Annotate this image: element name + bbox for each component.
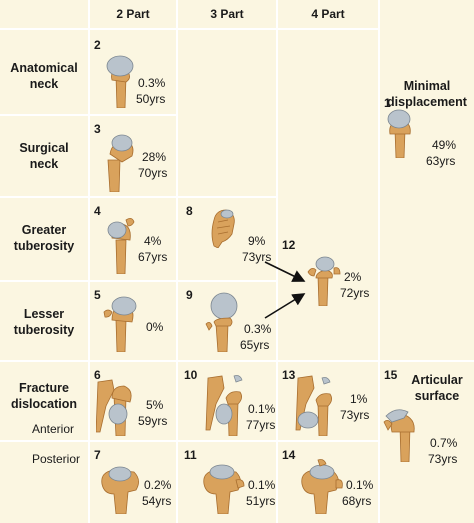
cell-number: 2 <box>94 38 101 52</box>
row-label-surgical-neck: Surgical neck <box>19 141 69 171</box>
header-2-part: 2 Part <box>90 0 176 28</box>
articular-surface-age: 73yrs <box>428 452 458 466</box>
header-4-part: 4 Part <box>278 0 378 28</box>
arrow-from-9-icon <box>264 293 306 319</box>
humerus-minimal-displacement-icon <box>387 109 411 158</box>
cell-2: 2 0.3% 50yrs <box>90 30 176 114</box>
cell-11: 11 0.1% 51yrs <box>178 442 276 523</box>
cell-4: 4 4% 67yrs <box>90 198 176 280</box>
cell-13: 13 1% 73yrs <box>278 362 378 440</box>
cell-number: 7 <box>94 448 101 462</box>
cell-pct: 28% <box>142 150 167 164</box>
humerus-three-part-anterior-icon <box>205 375 243 436</box>
humerus-four-part-posterior-icon <box>301 459 343 514</box>
cell-9: 9 0.3% 65yrs <box>178 282 276 360</box>
cell-pct: 0.1% <box>248 478 276 492</box>
corner-cell <box>0 0 88 28</box>
cell-age: 51yrs <box>246 494 276 508</box>
cell-pct: 4% <box>144 234 162 248</box>
row-cell-greater: Greater tuberosity <box>0 198 88 280</box>
humerus-three-part-lesser-icon <box>205 292 238 352</box>
header-3-part: 3 Part <box>178 0 276 28</box>
cell-number: 14 <box>282 448 296 462</box>
minimal-displacement-cell: Minimal displacement 1 49% 63yrs <box>380 0 474 360</box>
row-cell-surgical: Surgical neck <box>0 116 88 196</box>
cell-number: 5 <box>94 288 101 302</box>
humerus-articular-surface-icon <box>383 409 415 462</box>
cell-pct: 0.3% <box>138 76 166 90</box>
cell-number: 3 <box>94 122 101 136</box>
cell-number: 10 <box>184 368 198 382</box>
minimal-displacement-age: 63yrs <box>426 154 456 168</box>
cell-pct: 1% <box>350 392 368 406</box>
cell-pct: 0.2% <box>144 478 172 492</box>
cell-pct: 0.1% <box>248 402 276 416</box>
row-cell-lesser: Lesser tuberosity <box>0 282 88 360</box>
articular-surface-pct: 0.7% <box>430 436 458 450</box>
cell-pct: 5% <box>146 398 164 412</box>
cell-age: 50yrs <box>136 92 166 106</box>
cell-age: 70yrs <box>138 166 168 180</box>
cell-age: 68yrs <box>342 494 372 508</box>
cell-7: 7 0.2% 54yrs <box>90 442 176 523</box>
row-label-lesser-tuberosity: Lesser tuberosity <box>13 307 75 337</box>
row-cell-fracture-dislocation: Fracture dislocation Anterior <box>0 362 88 440</box>
cell-age: 67yrs <box>138 250 168 264</box>
minimal-displacement-label: Minimal displacement <box>387 79 467 109</box>
cell-3-part-empty <box>178 30 276 196</box>
row-cell-posterior: Posterior <box>0 442 88 523</box>
cell-pct: 0.3% <box>244 322 272 336</box>
humerus-four-part-icon <box>307 256 341 306</box>
cell-age: 59yrs <box>138 414 168 428</box>
cell-number: 6 <box>94 368 101 382</box>
cell-number: 8 <box>186 204 193 218</box>
cell-age: 73yrs <box>340 408 370 422</box>
humerus-lesser-tuberosity-icon <box>103 296 137 352</box>
cell-number: 13 <box>282 368 296 382</box>
cell-age: 72yrs <box>340 286 370 300</box>
cell-number: 9 <box>186 288 193 302</box>
cell-number: 4 <box>94 204 101 218</box>
minimal-displacement-pct: 49% <box>432 138 457 152</box>
cell-number: 15 <box>384 368 398 382</box>
cell-14: 14 0.1% 68yrs <box>278 442 378 523</box>
humerus-posterior-dislocation-icon <box>101 466 139 514</box>
row-label-posterior: Posterior <box>32 452 81 466</box>
humerus-three-part-greater-icon <box>211 209 235 248</box>
row-label-greater-tuberosity: Greater tuberosity <box>13 223 75 253</box>
humerus-anterior-dislocation-icon <box>96 379 132 436</box>
cell-pct: 2% <box>344 270 362 284</box>
cell-pct: 0% <box>146 320 164 334</box>
humerus-greater-tuberosity-icon <box>107 218 135 274</box>
cell-8: 8 9% 73yrs <box>178 198 276 280</box>
cell-pct: 9% <box>248 234 266 248</box>
cell-6: 6 5% 59yrs <box>90 362 176 440</box>
cell-age: 54yrs <box>142 494 172 508</box>
cell-10: 10 0.1% 77yrs <box>178 362 276 440</box>
cell-3: 3 28% 70yrs <box>90 116 176 196</box>
humerus-anatomical-neck-icon <box>106 55 134 108</box>
cell-pct: 0.1% <box>346 478 374 492</box>
cell-number: 12 <box>282 238 296 252</box>
row-label-fracture-dislocation: Fracture dislocation <box>11 381 77 411</box>
row-label-anatomical-neck: Anatomical neck <box>10 61 78 91</box>
cell-age: 77yrs <box>246 418 276 432</box>
articular-surface-label: Articular surface <box>411 373 463 403</box>
cell-number: 1 <box>384 96 391 110</box>
articular-surface-cell: 15 Articular surface 0.7% 73yrs <box>380 362 474 523</box>
humerus-four-part-anterior-icon <box>295 375 332 436</box>
row-label-anterior: Anterior <box>32 422 75 436</box>
humerus-three-part-posterior-icon <box>203 464 245 514</box>
row-cell-anatomical: Anatomical neck <box>0 30 88 114</box>
cell-number: 11 <box>184 448 197 462</box>
cell-5: 5 0% <box>90 282 176 360</box>
cell-age: 73yrs <box>242 250 272 264</box>
humerus-surgical-neck-icon <box>107 134 134 192</box>
cell-age: 65yrs <box>240 338 270 352</box>
arrow-from-8-icon <box>264 261 306 282</box>
